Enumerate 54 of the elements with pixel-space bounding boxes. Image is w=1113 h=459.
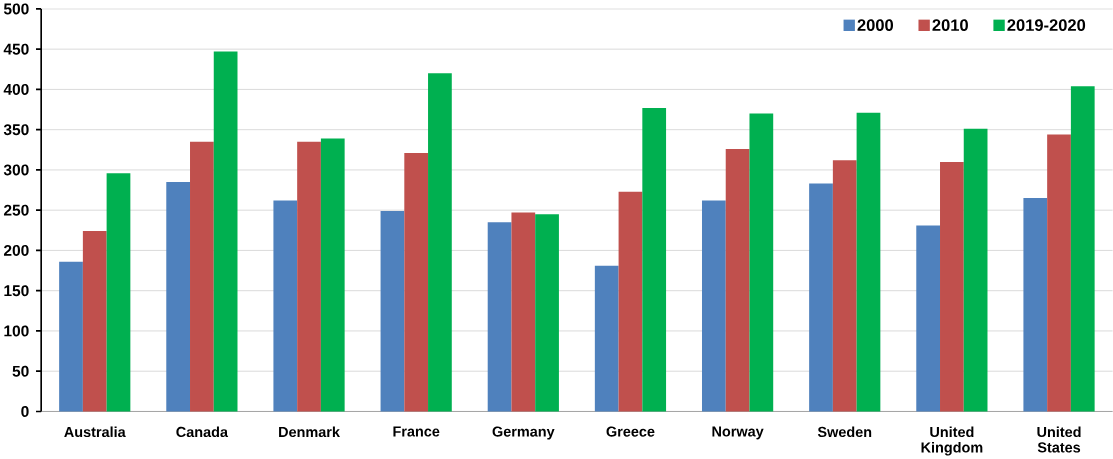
x-tick-label: Denmark	[279, 426, 340, 438]
bar	[428, 73, 452, 412]
x-tick-label: Germany	[492, 426, 555, 440]
y-tick-label: 500	[3, 3, 29, 15]
legend-label: 2000	[857, 19, 894, 32]
bar	[940, 161, 964, 412]
bar	[594, 265, 619, 412]
x-tick-label: United Kingdom	[921, 426, 983, 456]
x-tick-label: Sweden	[817, 426, 872, 438]
bar	[916, 225, 941, 412]
bar	[618, 191, 643, 412]
bar	[701, 200, 726, 412]
bar	[106, 173, 131, 412]
bar	[380, 211, 405, 412]
legend-label: 2019-2020	[1007, 19, 1086, 32]
y-tick-label: 450	[3, 43, 29, 55]
bar	[1070, 86, 1095, 412]
y-tick-label: 50	[12, 365, 29, 377]
x-tick-label: France	[393, 426, 440, 437]
bar	[82, 231, 107, 412]
bar	[725, 149, 750, 412]
bar	[297, 141, 321, 412]
bar	[1023, 198, 1048, 412]
legend-label: 2010	[932, 19, 968, 32]
bar	[856, 112, 881, 412]
y-tick-label: 150	[4, 285, 29, 297]
y-tick-label: 300	[3, 164, 29, 176]
bar	[166, 182, 191, 412]
x-tick-label: United States	[1037, 426, 1081, 453]
y-tick-label: 250	[3, 204, 29, 216]
y-tick-label: 100	[4, 325, 29, 337]
bar	[511, 212, 536, 412]
x-tick-label: Greece	[606, 426, 655, 437]
y-tick-label: 350	[3, 124, 29, 136]
x-tick-label: Canada	[176, 426, 229, 438]
bar	[642, 107, 667, 412]
y-tick-label: 0	[21, 406, 29, 417]
y-tick-label: 400	[3, 83, 29, 95]
bar	[213, 51, 238, 412]
bar	[273, 200, 298, 412]
x-tick-label: Australia	[64, 426, 126, 438]
bar	[963, 128, 988, 412]
bar	[749, 113, 774, 412]
bar	[59, 261, 83, 412]
bar	[535, 214, 559, 412]
bar	[320, 138, 345, 412]
bar	[190, 141, 214, 412]
bar	[832, 160, 857, 412]
bar	[404, 153, 429, 412]
bar	[809, 183, 833, 412]
bar	[487, 222, 512, 412]
y-tick-label: 200	[3, 245, 29, 256]
x-tick-label: Norway	[712, 426, 764, 440]
bar	[1047, 134, 1071, 412]
